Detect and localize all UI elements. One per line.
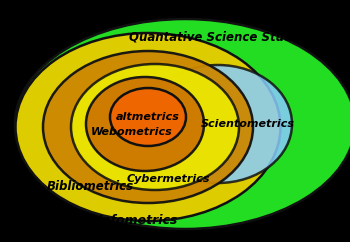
Text: Quantative Science Studies: Quantative Science Studies [129, 30, 311, 44]
Text: Cybermetrics: Cybermetrics [126, 174, 210, 184]
Ellipse shape [15, 19, 350, 229]
Ellipse shape [86, 77, 204, 171]
Text: Bibliometrics: Bibliometrics [47, 181, 134, 194]
Ellipse shape [71, 64, 239, 190]
Text: altmetrics: altmetrics [116, 112, 180, 122]
Text: Webometrics: Webometrics [91, 127, 173, 137]
Ellipse shape [144, 65, 292, 183]
Ellipse shape [110, 88, 186, 146]
Ellipse shape [15, 33, 280, 221]
Ellipse shape [43, 51, 253, 203]
Text: Scientometrics: Scientometrics [201, 119, 295, 129]
Text: Infometrics: Infometrics [98, 213, 178, 227]
